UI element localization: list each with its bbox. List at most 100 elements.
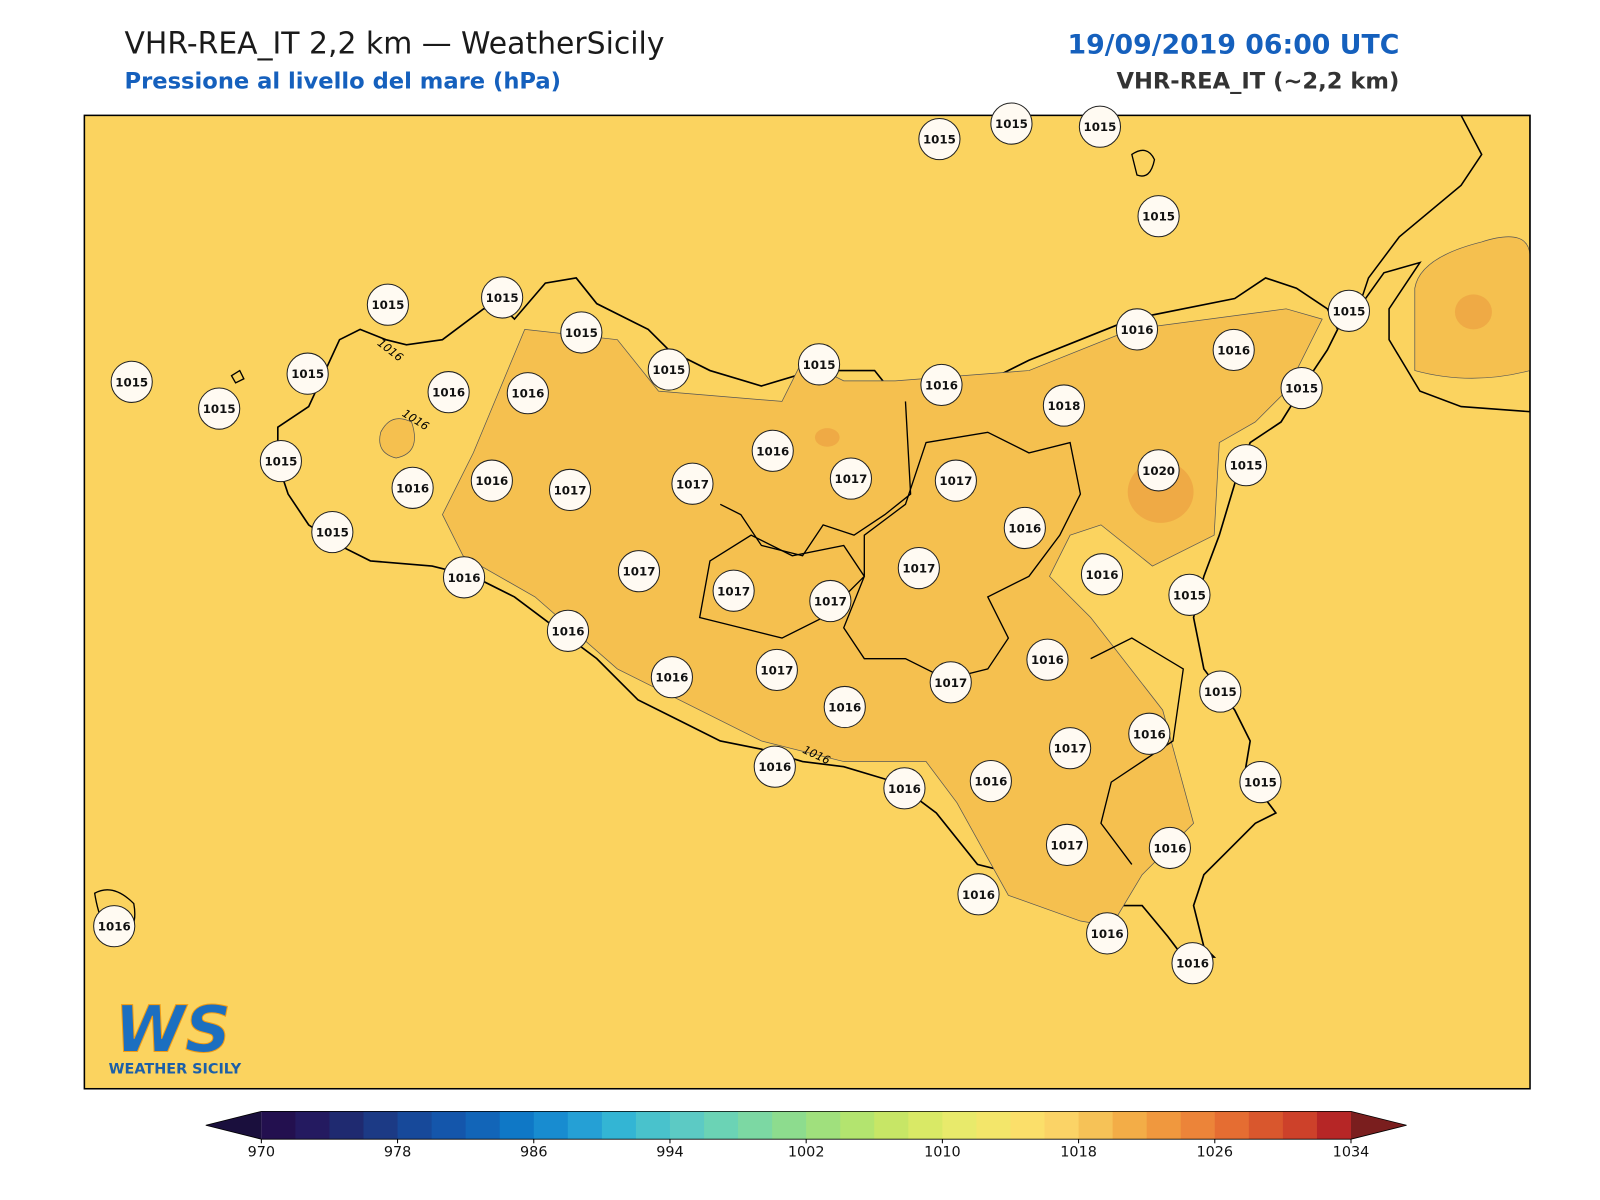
station: 1015 [1078, 105, 1122, 148]
station-marker [198, 387, 241, 430]
colorbar-extend-low [205, 1111, 262, 1140]
model: VHR-REA_IT (~2,2 km) [1116, 69, 1399, 95]
station-value: 1016 [974, 775, 1007, 789]
colorbar-segment [1044, 1111, 1080, 1140]
station-marker [1148, 826, 1191, 870]
station-value: 1016 [1091, 927, 1124, 941]
station-value: 1016 [552, 624, 585, 638]
logo-mark: WS [115, 994, 231, 1068]
station-value: 1017 [554, 483, 587, 497]
station: 1015 [481, 276, 524, 319]
colorbar-tick-label: 978 [384, 1145, 411, 1161]
station-value: 1016 [756, 444, 789, 458]
colorbar-segment [329, 1111, 365, 1140]
station: 1016 [1086, 912, 1129, 955]
station-marker [823, 685, 866, 729]
station-value: 1015 [486, 291, 519, 305]
station-marker [883, 767, 926, 810]
station-value: 1016 [1176, 957, 1209, 971]
station-value: 1017 [814, 595, 847, 609]
station: 1016 [650, 656, 693, 699]
station-value: 1016 [432, 386, 465, 400]
colorbar-segment [874, 1111, 909, 1140]
station-value: 1017 [717, 584, 750, 598]
colorbar-segment [908, 1111, 943, 1140]
colorbar-segment [1146, 1111, 1182, 1140]
station-value: 1016 [1121, 323, 1154, 337]
station: 1015 [1224, 444, 1268, 487]
logo-text: WEATHER SICILY [109, 1061, 242, 1077]
station-marker [897, 547, 940, 590]
station-value: 1017 [1051, 838, 1084, 852]
station-value: 1018 [1047, 399, 1080, 413]
station-value: 1016 [888, 782, 921, 796]
station: 1015 [560, 311, 603, 354]
title: VHR-REA_IT 2,2 km — WeatherSicily [125, 27, 665, 62]
station: 1017 [755, 648, 798, 692]
station: 1015 [198, 387, 241, 430]
station-marker [1128, 712, 1171, 755]
station: 1020 [1137, 449, 1180, 492]
station: 1015 [311, 510, 354, 554]
station-marker [617, 550, 661, 593]
station-value: 1017 [939, 474, 972, 488]
station: 1017 [1049, 727, 1092, 770]
colorbar-tick-label: 1034 [1333, 1145, 1370, 1161]
colorbar: 970 978 986 994 1002 1010 1018 1026 1034 [205, 1110, 1407, 1161]
station: 1016 [93, 905, 136, 948]
station-value: 1015 [995, 117, 1028, 131]
station-marker [110, 360, 153, 403]
station: 1016 [823, 685, 866, 729]
station: 1016 [391, 466, 434, 509]
station-marker [1086, 912, 1129, 955]
station-marker [93, 905, 136, 948]
station: 1015 [990, 102, 1033, 145]
station: 1015 [1280, 366, 1323, 410]
station-marker [546, 609, 590, 652]
station: 1016 [957, 873, 1000, 916]
calabria-coast [1357, 115, 1531, 413]
province-border [1090, 637, 1185, 865]
station: 1017 [1045, 823, 1089, 866]
station-marker [753, 745, 796, 788]
station: 1016 [920, 363, 963, 407]
station-value: 1015 [291, 367, 324, 381]
station: 1015 [1239, 761, 1282, 804]
station: 1016 [753, 745, 796, 788]
colorbar-segment [1282, 1111, 1318, 1140]
station: 1017 [934, 459, 977, 502]
station: 1015 [1199, 670, 1242, 713]
colorbar-segment [431, 1111, 467, 1140]
datetime: 19/09/2019 06:00 UTC [1068, 30, 1400, 61]
station: 1015 [1327, 289, 1371, 332]
station: 1016 [1171, 942, 1214, 985]
station: 1017 [617, 550, 661, 593]
subtitle: Pressione al livello del mare (hPa) [125, 69, 562, 95]
colorbar-segment [261, 1111, 296, 1140]
station-marker [391, 466, 434, 509]
station-marker [1280, 366, 1323, 410]
station-marker [1199, 670, 1242, 713]
colorbar-segment [1078, 1111, 1114, 1140]
station-marker [1003, 506, 1046, 550]
colorbar-segment [840, 1111, 875, 1140]
station: 1016 [1080, 553, 1124, 596]
station-marker [918, 117, 961, 161]
station-marker [1115, 308, 1159, 351]
station: 1015 [647, 348, 690, 391]
colorbar-tick-label: 970 [248, 1145, 275, 1161]
station-value: 1016 [1008, 522, 1041, 536]
station: 1016 [470, 459, 513, 502]
station-marker [829, 457, 873, 500]
station-marker [481, 276, 524, 319]
station: 1018 [1042, 384, 1086, 427]
station-marker [957, 873, 1000, 916]
station-value: 1016 [828, 701, 861, 715]
station: 1016 [427, 371, 470, 414]
station: 1015 [918, 117, 961, 161]
station: 1017 [712, 569, 755, 612]
station-marker [311, 510, 354, 554]
station-marker [1137, 449, 1180, 492]
station-value: 1015 [1173, 588, 1206, 602]
